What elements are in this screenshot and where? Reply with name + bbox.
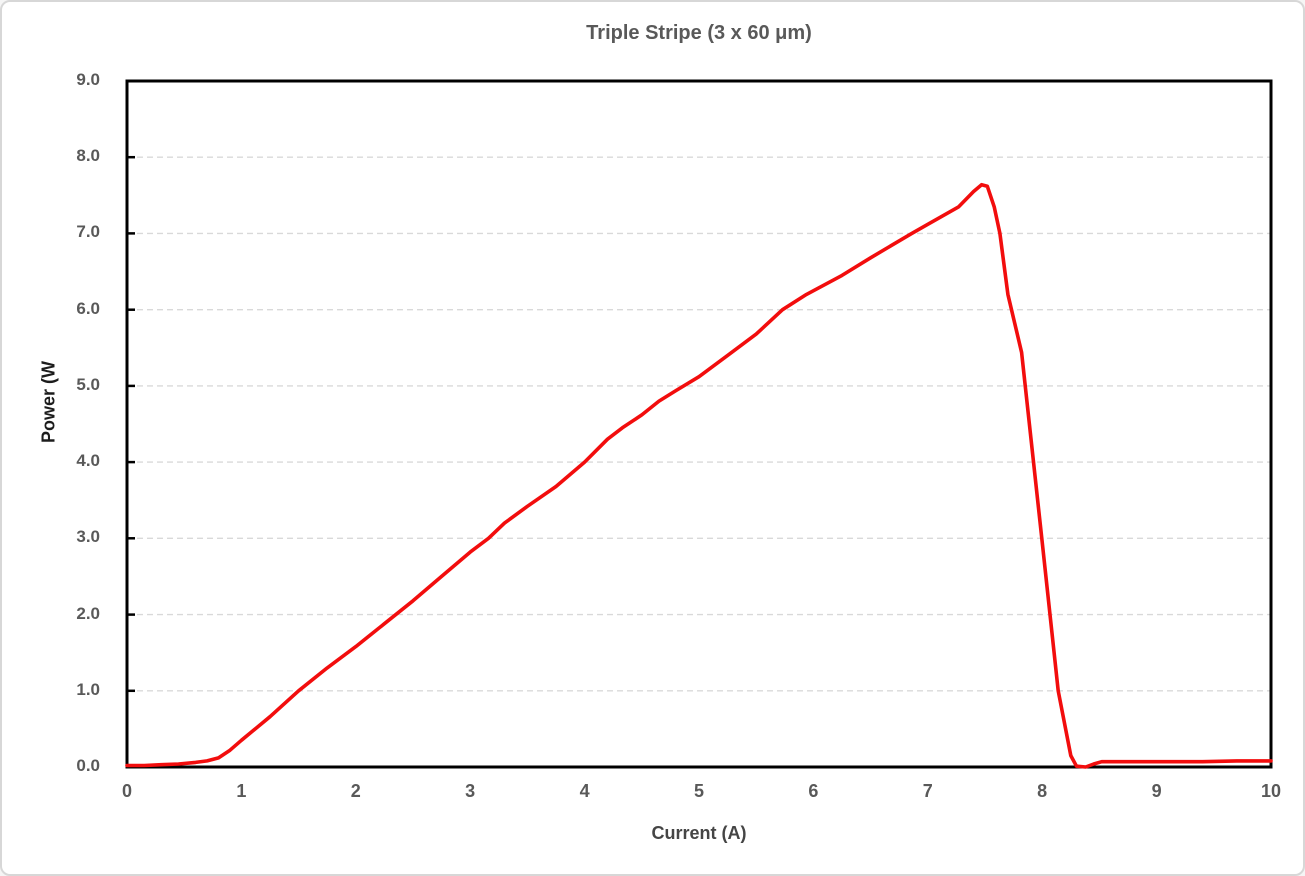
y-tick-label: 6.0	[76, 298, 100, 318]
x-tick-label: 10	[1260, 781, 1282, 801]
x-tick-label: 4	[579, 781, 590, 801]
x-tick-label: 5	[693, 781, 704, 801]
y-tick-label: 5.0	[76, 374, 100, 394]
x-tick-label: 8	[1037, 781, 1048, 801]
x-tick-label: 2	[350, 781, 361, 801]
x-axis-title: Current (A)	[651, 823, 747, 843]
y-tick-label: 1.0	[76, 679, 100, 699]
axis-box	[125, 79, 1273, 769]
x-tick-label: 6	[808, 781, 819, 801]
y-tick-label: 0.0	[76, 756, 100, 775]
data-series-line	[125, 182, 1273, 769]
y-tick-label: 3.0	[76, 527, 100, 547]
y-tick-label: 4.0	[76, 451, 100, 471]
x-tick-label: 1	[236, 781, 247, 801]
chart-title: Triple Stripe (3 x 60 μm)	[586, 22, 812, 44]
x-tick-label: 7	[922, 781, 933, 801]
y-tick-label: 9.0	[76, 70, 100, 89]
y-tick-label: 7.0	[76, 222, 100, 242]
y-tick-label: 8.0	[76, 146, 100, 166]
x-tick-label: 3	[465, 781, 476, 801]
x-tick-label: 9	[1151, 781, 1162, 801]
y-tick-label: 2.0	[76, 603, 100, 623]
x-tick-label: 0	[121, 781, 132, 801]
